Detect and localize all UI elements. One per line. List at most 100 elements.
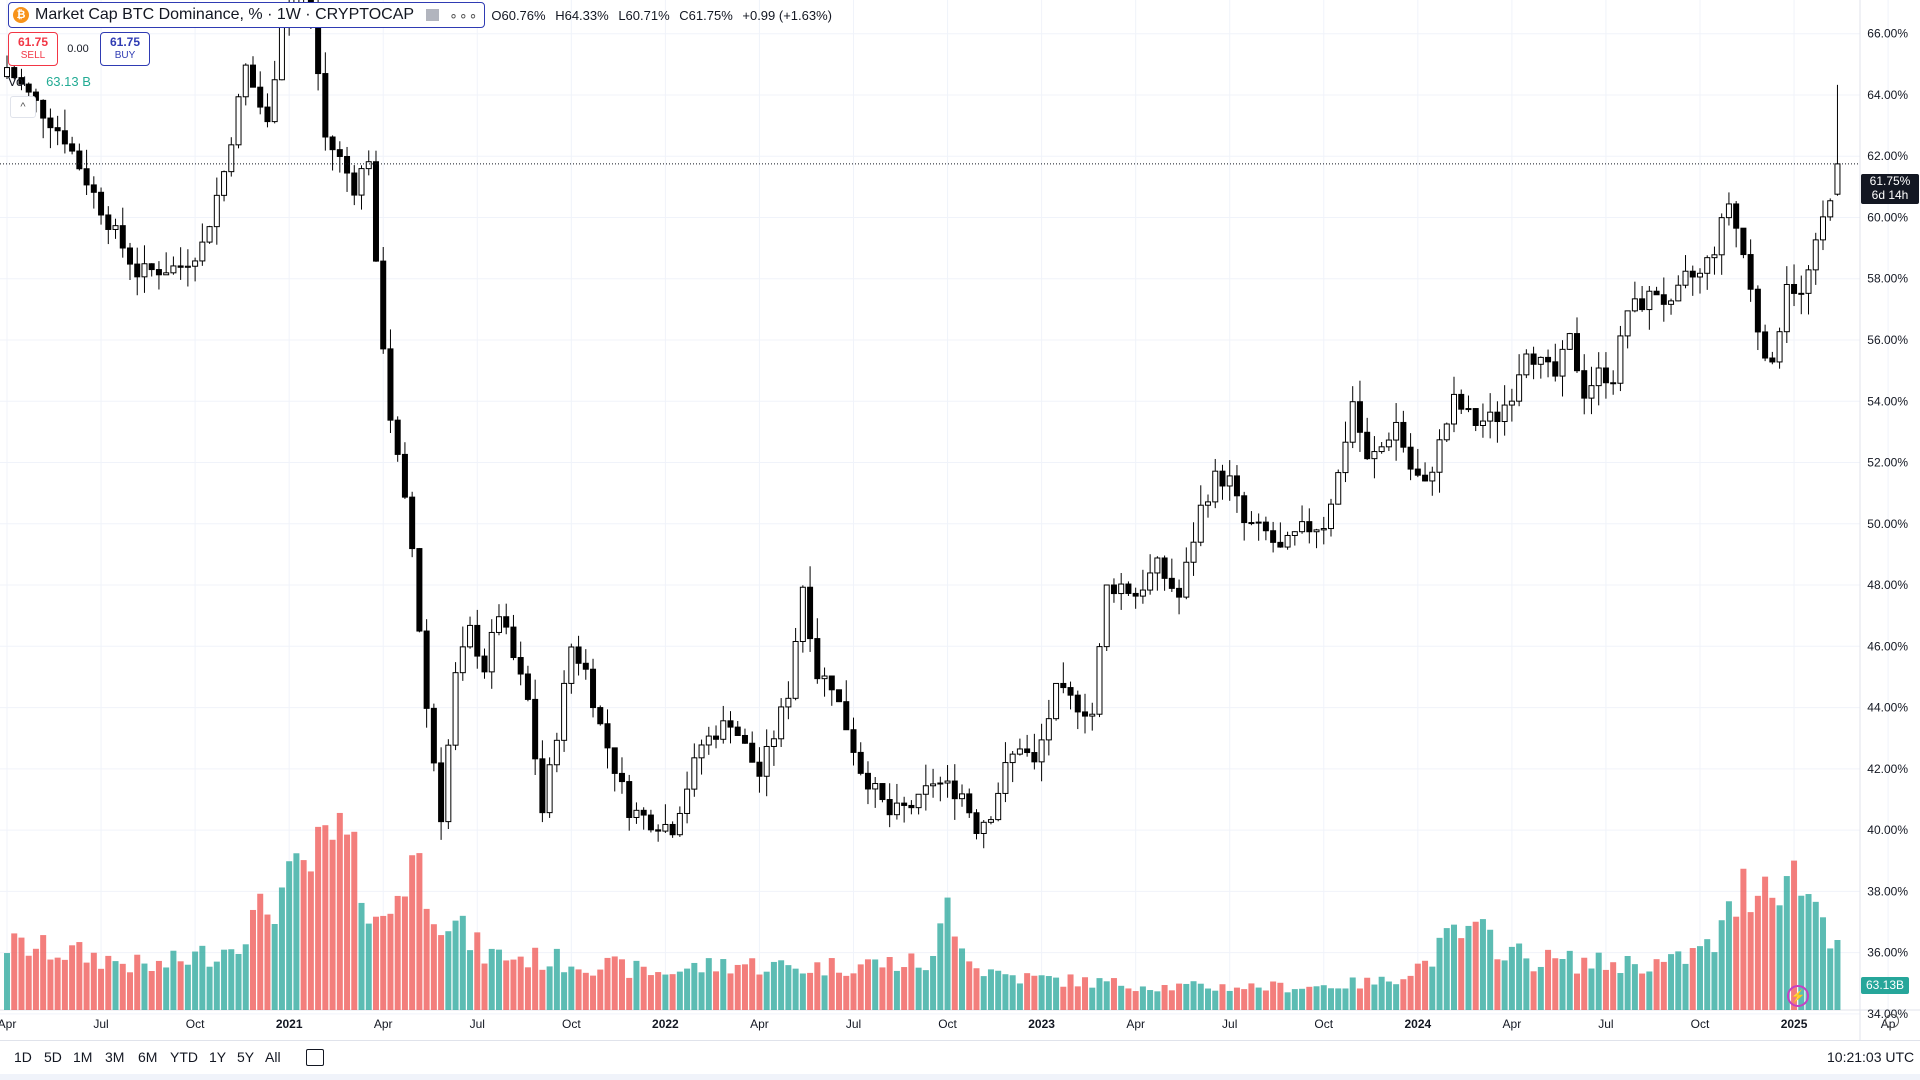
volume-bar bbox=[278, 887, 285, 1010]
candle-body bbox=[1096, 646, 1103, 715]
lightning-icon[interactable]: ⚡ bbox=[1787, 985, 1809, 1007]
ohlc-high: H64.33% bbox=[555, 7, 609, 23]
clock-display[interactable]: 10:21:03 UTC bbox=[1827, 1049, 1915, 1065]
volume-bar bbox=[1089, 987, 1096, 1010]
spread-value: 0.00 bbox=[67, 43, 89, 55]
volume-bar bbox=[235, 953, 242, 1010]
volume-bar bbox=[249, 909, 256, 1010]
volume-bar bbox=[148, 970, 155, 1010]
volume-bar bbox=[1639, 973, 1646, 1010]
candle-body bbox=[930, 783, 937, 787]
candle-body bbox=[1624, 310, 1631, 337]
buy-button[interactable]: 61.75 BUY bbox=[100, 32, 150, 66]
volume-bar bbox=[488, 948, 495, 1010]
candle-body bbox=[1132, 592, 1139, 597]
candle-body bbox=[380, 260, 387, 350]
volume-bar bbox=[83, 962, 90, 1010]
symbol-legend[interactable]: ₿ Market Cap BTC Dominance, % · 1W · CRY… bbox=[8, 2, 838, 28]
candle-body bbox=[698, 744, 705, 759]
volume-bar bbox=[1581, 957, 1588, 1010]
volume-bar bbox=[221, 949, 228, 1010]
volume-bar bbox=[676, 971, 683, 1010]
eye-icon[interactable] bbox=[426, 9, 440, 21]
range-6m-button[interactable]: 6M bbox=[138, 1049, 158, 1065]
volume-bar bbox=[1711, 952, 1718, 1010]
more-icon[interactable]: ∘∘∘ bbox=[449, 6, 479, 23]
time-axis[interactable]: Apr Jul Oct 2021 Apr Jul Oct 2022 Apr Jul Oct 2023 A… bbox=[0, 1017, 1896, 1031]
volume-bar bbox=[329, 839, 336, 1010]
volume-bar bbox=[1573, 973, 1580, 1010]
volume-bar bbox=[524, 967, 531, 1010]
volume-bar bbox=[126, 972, 133, 1010]
gear-icon[interactable] bbox=[1885, 1014, 1899, 1028]
candle-body bbox=[1769, 357, 1776, 363]
volume-bar bbox=[322, 825, 329, 1010]
volume-bar bbox=[372, 916, 379, 1010]
volume-bar bbox=[423, 908, 430, 1010]
symbol-legend-box[interactable]: ₿ Market Cap BTC Dominance, % · 1W · CRY… bbox=[8, 2, 486, 28]
range-ytd-button[interactable]: YTD bbox=[170, 1049, 198, 1065]
candle-body bbox=[1465, 408, 1472, 411]
price-tick-label: 52.00% bbox=[1867, 456, 1908, 470]
range-5y-button[interactable]: 5Y bbox=[237, 1049, 255, 1065]
candle-body bbox=[1024, 748, 1031, 754]
candle-body bbox=[228, 144, 235, 173]
volume-bar bbox=[828, 958, 835, 1010]
symbol-title[interactable]: Market Cap BTC Dominance, % · 1W · CRYPT… bbox=[35, 6, 415, 23]
range-1m-button[interactable]: 1M bbox=[73, 1049, 93, 1065]
volume-bar bbox=[1342, 988, 1349, 1010]
range-3m-button[interactable]: 3M bbox=[105, 1049, 125, 1065]
volume-bar bbox=[1371, 984, 1378, 1010]
candle-body bbox=[879, 783, 886, 801]
volume-bar bbox=[698, 972, 705, 1010]
volume-bar bbox=[1414, 963, 1421, 1010]
range-5d-button[interactable]: 5D bbox=[44, 1049, 62, 1065]
calendar-icon[interactable] bbox=[306, 1049, 324, 1066]
candle-body bbox=[83, 168, 90, 186]
volume-bar bbox=[1704, 939, 1711, 1010]
candle-body bbox=[1038, 739, 1045, 763]
candle-body bbox=[973, 812, 980, 834]
ohlc-close: C61.75% bbox=[679, 7, 733, 23]
candle-body bbox=[517, 657, 524, 675]
volume-bar bbox=[503, 960, 510, 1010]
candle-body bbox=[351, 172, 358, 196]
sell-button[interactable]: 61.75 SELL bbox=[8, 32, 58, 66]
range-1y-button[interactable]: 1Y bbox=[209, 1049, 227, 1065]
price-axis[interactable]: 34.00%36.00%38.00%40.00%42.00%44.00%46.0… bbox=[1867, 27, 1908, 1021]
volume-bar bbox=[575, 969, 582, 1010]
time-tick-label: Jul bbox=[470, 1017, 485, 1031]
candle-body bbox=[1653, 290, 1660, 296]
candle-body bbox=[951, 780, 958, 800]
candle-body bbox=[1364, 431, 1371, 460]
candle-body bbox=[257, 86, 264, 108]
volume-bar bbox=[1588, 968, 1595, 1010]
volume-bar bbox=[922, 970, 929, 1010]
candle-body bbox=[25, 83, 32, 93]
candle-body bbox=[409, 496, 416, 550]
range-1d-button[interactable]: 1D bbox=[14, 1049, 32, 1065]
candle-body bbox=[1479, 420, 1486, 426]
candle-body bbox=[684, 788, 691, 814]
price-tick-label: 50.00% bbox=[1867, 517, 1908, 531]
time-tick-label: Apr bbox=[1126, 1017, 1145, 1031]
range-all-button[interactable]: All bbox=[265, 1049, 281, 1065]
candle-body bbox=[358, 168, 365, 196]
bottom-toolbar: 1D 5D 1M 3M 6M YTD 1Y 5Y All 10:21:03 UT… bbox=[0, 1040, 1920, 1075]
candle-body bbox=[394, 419, 401, 455]
candle-body bbox=[944, 780, 951, 784]
candle-body bbox=[1675, 284, 1682, 302]
volume-bar bbox=[134, 954, 141, 1010]
volume-bar bbox=[727, 973, 734, 1010]
volume-bar bbox=[452, 920, 459, 1010]
candle-body bbox=[134, 263, 141, 278]
candle-body bbox=[141, 263, 148, 278]
price-tick-label: 62.00% bbox=[1867, 149, 1908, 163]
volume-legend[interactable]: Vol 63.13 B bbox=[8, 74, 91, 89]
candle-body bbox=[1219, 470, 1226, 487]
candle-body bbox=[1747, 254, 1754, 290]
candle-body bbox=[886, 799, 893, 816]
chevron-up-icon[interactable]: ^ bbox=[10, 96, 36, 118]
candle-body bbox=[1313, 529, 1320, 533]
